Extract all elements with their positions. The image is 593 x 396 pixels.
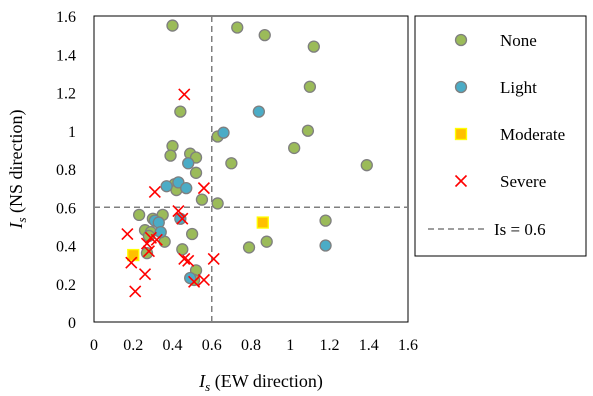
data-point-none: [174, 105, 187, 118]
data-point-none: [132, 208, 146, 222]
legend-label-none: None: [500, 31, 537, 50]
data-point-severe: [176, 212, 189, 225]
legend-marker-severe: [454, 174, 468, 188]
data-point-severe: [207, 252, 220, 265]
data-point-light: [154, 225, 167, 239]
legend-box: [414, 15, 587, 257]
data-point-severe: [129, 285, 142, 298]
x-tick-labels: 0 0.2 0.4 0.6 0.8 1 1.2 1.4 1.6: [90, 337, 418, 354]
data-point-light: [217, 126, 230, 139]
data-point-light: [319, 239, 332, 252]
data-point-none: [288, 141, 301, 155]
data-point-severe: [188, 275, 201, 288]
legend-marker-moderate: [454, 127, 468, 141]
data-point-severe: [138, 268, 152, 281]
legend-label-severe: Severe: [500, 172, 546, 191]
y-axis-label: Is (NS direction): [6, 109, 29, 229]
y-tick-label: 0.2: [56, 277, 76, 294]
x-tick-label: 1: [286, 337, 294, 354]
plot-area: [93, 15, 409, 323]
data-point-light: [180, 181, 193, 195]
data-point-moderate: [127, 248, 140, 262]
x-tick-label: 1.2: [320, 337, 340, 354]
y-tick-label: 0.4: [56, 239, 76, 256]
data-point-none: [195, 193, 209, 206]
x-tick-label: 0.6: [202, 337, 222, 354]
y-tick-label: 0: [68, 315, 76, 332]
x-tick-label: 0: [90, 337, 98, 354]
data-point-none: [164, 149, 177, 162]
x-axis-label: Is (EW direction): [198, 371, 323, 394]
data-point-moderate: [256, 216, 269, 229]
data-point-light: [174, 212, 187, 225]
legend: None Light Moderate Severe Is = 0.6: [414, 15, 587, 257]
y-tick-label: 0.8: [56, 162, 76, 179]
x-tick-label: 0.8: [241, 337, 261, 354]
x-tick-label: 1.4: [359, 337, 379, 354]
data-point-severe: [182, 254, 195, 267]
legend-label-reference: Is = 0.6: [494, 220, 546, 239]
data-point-severe: [142, 245, 156, 258]
data-point-light: [182, 157, 195, 170]
data-point-none: [166, 19, 179, 32]
data-point-none: [242, 241, 256, 254]
y-tick-label: 1.6: [56, 9, 76, 26]
data-point-severe: [172, 205, 185, 218]
data-point-light: [252, 105, 266, 118]
legend-marker-none: [454, 33, 468, 47]
data-point-none: [319, 214, 332, 227]
x-tick-label: 0.2: [123, 337, 143, 354]
data-point-none: [360, 159, 373, 172]
data-point-none: [303, 80, 317, 93]
data-point-none: [307, 40, 320, 53]
data-point-severe: [197, 273, 210, 286]
data-point-severe: [178, 88, 191, 101]
data-point-none: [258, 28, 271, 42]
reference-lines: [94, 16, 408, 322]
data-point-none: [231, 21, 244, 34]
data-point-none: [185, 227, 199, 241]
data-point-severe: [178, 252, 191, 265]
y-tick-label: 1.2: [56, 86, 76, 103]
data-point-none: [189, 166, 203, 179]
x-tick-label: 0.4: [163, 337, 183, 354]
legend-label-light: Light: [500, 78, 537, 97]
y-tick-label: 1: [68, 124, 76, 141]
data-point-none: [176, 243, 189, 256]
x-tick-label: 1.6: [398, 337, 418, 354]
legend-marker-light: [454, 80, 468, 94]
data-point-severe: [125, 256, 138, 269]
data-point-none: [301, 124, 315, 137]
legend-label-moderate: Moderate: [500, 125, 565, 144]
y-tick-labels: 0 0.2 0.4 0.6 0.8 1 1.2 1.4 1.6: [56, 9, 76, 332]
data-points: [121, 19, 373, 298]
data-point-severe: [121, 227, 134, 241]
data-point-severe: [140, 237, 154, 250]
data-point-severe: [150, 233, 163, 246]
data-point-none: [260, 235, 273, 248]
y-tick-label: 0.6: [56, 200, 76, 217]
data-point-severe: [197, 182, 210, 195]
data-point-light: [160, 180, 173, 193]
data-point-severe: [148, 185, 161, 199]
y-tick-label: 1.4: [56, 47, 76, 64]
data-point-none: [225, 157, 238, 170]
data-point-none: [211, 197, 224, 210]
